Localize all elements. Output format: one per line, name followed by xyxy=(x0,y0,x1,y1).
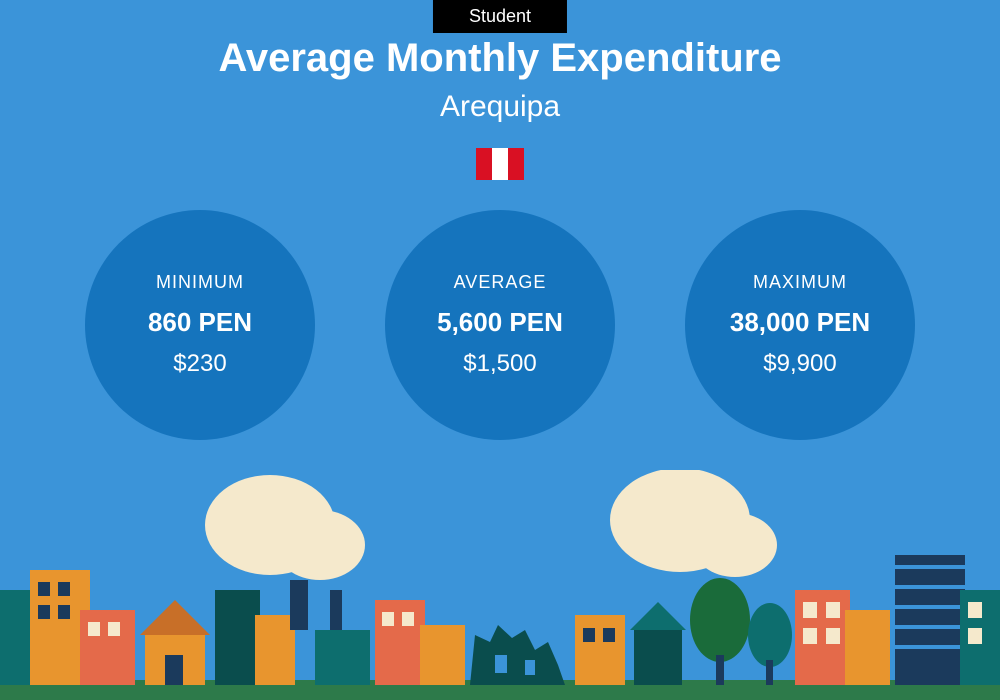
city-name: Arequipa xyxy=(0,90,1000,124)
stat-usd: $9,900 xyxy=(763,350,836,378)
minimum-circle: MINIMUM 860 PEN $230 xyxy=(85,210,315,440)
flag-stripe xyxy=(508,148,524,180)
stat-amount: 5,600 PEN xyxy=(437,307,563,338)
stat-label: MINIMUM xyxy=(156,272,244,293)
stat-label: MAXIMUM xyxy=(753,272,847,293)
stat-usd: $1,500 xyxy=(463,350,536,378)
flag-stripe xyxy=(476,148,492,180)
category-badge: Student xyxy=(433,0,567,33)
average-circle: AVERAGE 5,600 PEN $1,500 xyxy=(385,210,615,440)
stat-amount: 860 PEN xyxy=(148,307,252,338)
stat-amount: 38,000 PEN xyxy=(730,307,870,338)
cityscape-illustration xyxy=(0,470,1000,700)
stat-label: AVERAGE xyxy=(454,272,547,293)
expenditure-circles: MINIMUM 860 PEN $230 AVERAGE 5,600 PEN $… xyxy=(0,210,1000,440)
page-title: Average Monthly Expenditure xyxy=(0,36,1000,81)
stat-usd: $230 xyxy=(173,350,226,378)
country-flag-icon xyxy=(476,148,524,180)
maximum-circle: MAXIMUM 38,000 PEN $9,900 xyxy=(685,210,915,440)
flag-stripe xyxy=(492,148,508,180)
